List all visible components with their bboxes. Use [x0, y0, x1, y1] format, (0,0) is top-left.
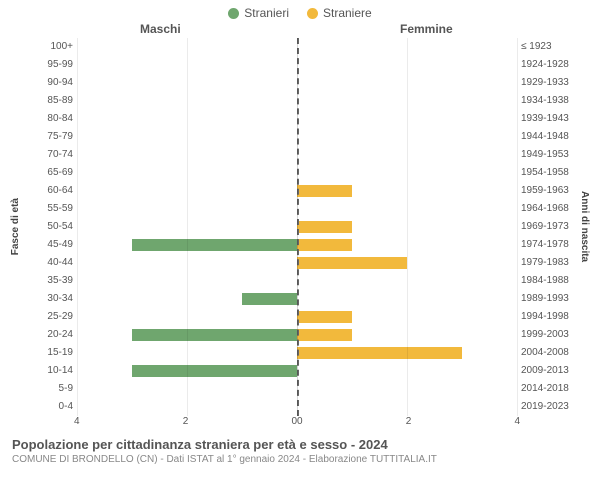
y-tick-age: 60-64 — [23, 182, 73, 200]
bar-female — [297, 257, 407, 270]
y-tick-age: 50-54 — [23, 218, 73, 236]
y-tick-birth: 1959-1963 — [521, 182, 577, 200]
y-tick-birth: 1954-1958 — [521, 164, 577, 182]
y-axis-label-right: Anni di nascita — [577, 191, 592, 262]
y-tick-age: 75-79 — [23, 128, 73, 146]
legend-label-female: Straniere — [323, 6, 372, 20]
bar-female — [297, 311, 352, 324]
y-tick-birth: 1979-1983 — [521, 254, 577, 272]
y-tick-birth: 1994-1998 — [521, 308, 577, 326]
y-tick-birth: 1964-1968 — [521, 200, 577, 218]
y-tick-age: 40-44 — [23, 254, 73, 272]
y-tick-birth: 1984-1988 — [521, 272, 577, 290]
header-male: Maschi — [140, 22, 181, 36]
legend-item-female: Straniere — [307, 6, 372, 20]
y-tick-age: 90-94 — [23, 74, 73, 92]
bar-male — [132, 239, 297, 252]
y-tick-birth: 1969-1973 — [521, 218, 577, 236]
y-tick-birth: 1944-1948 — [521, 128, 577, 146]
gridline — [517, 38, 518, 416]
column-headers: Maschi Femmine — [0, 22, 600, 38]
x-tick: 2 — [183, 416, 189, 427]
y-tick-birth: 1934-1938 — [521, 92, 577, 110]
x-tick: 4 — [74, 416, 80, 427]
y-tick-age: 95-99 — [23, 56, 73, 74]
y-tick-age: 70-74 — [23, 146, 73, 164]
gridline — [407, 38, 408, 416]
chart: Fasce di età 100+95-9990-9485-8980-8475-… — [0, 38, 600, 416]
x-tick: 0 — [297, 416, 303, 427]
y-tick-birth: 1929-1933 — [521, 74, 577, 92]
y-tick-age: 15-19 — [23, 344, 73, 362]
y-tick-birth: 2019-2023 — [521, 398, 577, 416]
y-tick-age: 100+ — [23, 38, 73, 56]
x-ticks-left: 420 — [74, 416, 297, 427]
bar-male — [132, 329, 297, 342]
bar-male — [132, 365, 297, 378]
y-tick-birth: 2009-2013 — [521, 362, 577, 380]
y-tick-birth: 1949-1953 — [521, 146, 577, 164]
y-tick-birth: ≤ 1923 — [521, 38, 577, 56]
y-tick-age: 85-89 — [23, 92, 73, 110]
y-tick-age: 30-34 — [23, 290, 73, 308]
plot-area — [77, 38, 517, 416]
y-tick-age: 35-39 — [23, 272, 73, 290]
legend-swatch-female — [307, 8, 318, 19]
y-tick-age: 25-29 — [23, 308, 73, 326]
gridline — [187, 38, 188, 416]
x-axis: 420 024 — [8, 416, 592, 427]
bar-female — [297, 329, 352, 342]
y-axis-left: 100+95-9990-9485-8980-8475-7970-7465-696… — [23, 38, 77, 416]
y-tick-birth: 1999-2003 — [521, 326, 577, 344]
gridline — [297, 38, 298, 416]
y-tick-birth: 2004-2008 — [521, 344, 577, 362]
y-axis-label-left: Fasce di età — [8, 198, 23, 255]
bar-female — [297, 347, 462, 360]
x-tick: 2 — [406, 416, 412, 427]
y-tick-age: 5-9 — [23, 380, 73, 398]
legend-item-male: Stranieri — [228, 6, 289, 20]
bar-female — [297, 221, 352, 234]
y-tick-birth: 1939-1943 — [521, 110, 577, 128]
y-tick-birth: 1989-1993 — [521, 290, 577, 308]
y-tick-age: 45-49 — [23, 236, 73, 254]
header-female: Femmine — [400, 22, 453, 36]
y-tick-age: 55-59 — [23, 200, 73, 218]
y-tick-age: 65-69 — [23, 164, 73, 182]
y-tick-birth: 1974-1978 — [521, 236, 577, 254]
bar-female — [297, 239, 352, 252]
bar-male — [242, 293, 297, 306]
legend-swatch-male — [228, 8, 239, 19]
legend-label-male: Stranieri — [244, 6, 289, 20]
chart-title: Popolazione per cittadinanza straniera p… — [12, 437, 588, 452]
y-tick-birth: 1924-1928 — [521, 56, 577, 74]
footer: Popolazione per cittadinanza straniera p… — [0, 427, 600, 465]
y-tick-birth: 2014-2018 — [521, 380, 577, 398]
gridline — [77, 38, 78, 416]
y-tick-age: 10-14 — [23, 362, 73, 380]
legend: Stranieri Straniere — [0, 0, 600, 22]
x-ticks-right: 024 — [297, 416, 520, 427]
bar-female — [297, 185, 352, 198]
y-tick-age: 80-84 — [23, 110, 73, 128]
y-tick-age: 20-24 — [23, 326, 73, 344]
chart-subtitle: COMUNE DI BRONDELLO (CN) - Dati ISTAT al… — [12, 454, 588, 465]
y-tick-age: 0-4 — [23, 398, 73, 416]
y-axis-right: ≤ 19231924-19281929-19331934-19381939-19… — [517, 38, 577, 416]
